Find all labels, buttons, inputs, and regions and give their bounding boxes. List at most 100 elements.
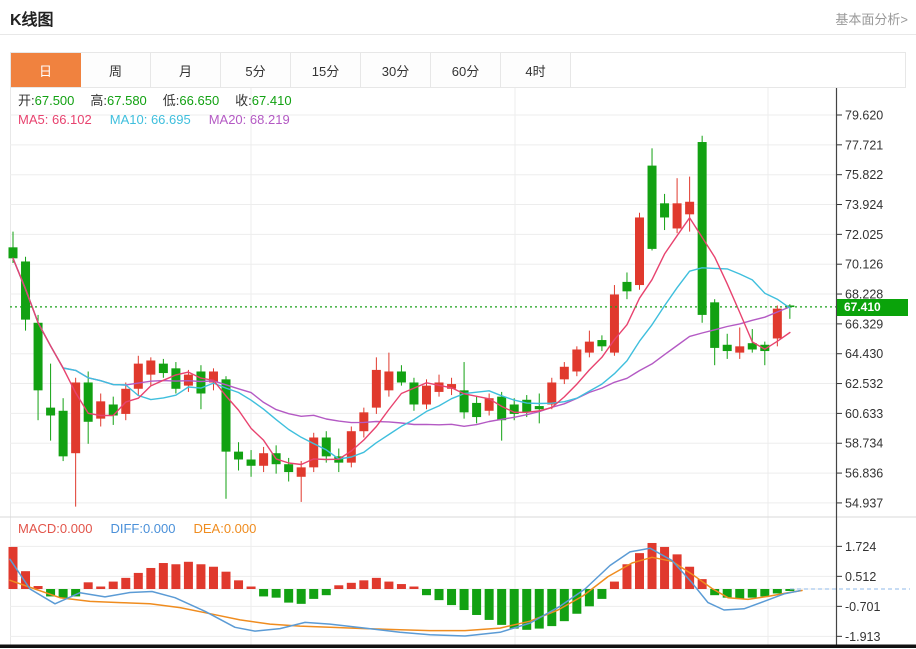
tab-15min[interactable]: 15分	[291, 53, 361, 87]
candle	[559, 366, 569, 380]
macd-bar	[609, 581, 619, 589]
period-tabbar: 日 周 月 5分 15分 30分 60分 4时	[10, 52, 906, 88]
macd-bar	[309, 589, 319, 599]
macd-bar	[421, 589, 431, 596]
macd-axis-label: -0.701	[845, 600, 880, 614]
candle	[635, 217, 644, 286]
candle	[434, 382, 444, 392]
macd-bar	[409, 586, 419, 589]
macd-readout: MACD:0.000 DIFF:0.000 DEA:0.000	[18, 521, 256, 536]
ma20-label: MA20:	[208, 112, 247, 127]
candle	[196, 371, 206, 394]
y-axis-label: 62.532	[845, 377, 883, 391]
macd-bar	[509, 589, 519, 629]
macd-bar	[234, 580, 244, 589]
candle	[371, 369, 381, 408]
candle	[421, 385, 431, 405]
ma5-line	[12, 217, 791, 466]
macd-bar	[559, 589, 569, 622]
y-axis-label: 68.228	[845, 288, 883, 302]
candle	[672, 203, 682, 229]
tab-daily[interactable]: 日	[11, 53, 81, 87]
diff-label: DIFF:	[110, 521, 143, 536]
tab-weekly[interactable]: 周	[81, 53, 151, 87]
ma-readout: MA5: 66.102 MA10: 66.695 MA20: 68.219	[18, 112, 290, 127]
candle	[234, 451, 244, 460]
ma20-value: 68.219	[249, 112, 290, 127]
macd-axis-label: -1.913	[845, 630, 880, 644]
macd-bar	[146, 567, 156, 589]
y-axis-label: 79.620	[845, 109, 883, 123]
high-value: 67.580	[107, 93, 147, 108]
y-axis-label: 77.721	[845, 138, 883, 152]
y-axis-label: 64.430	[845, 347, 883, 361]
macd-bar	[472, 589, 482, 615]
ma10-label: MA10:	[109, 112, 148, 127]
ma10-value: 66.695	[150, 112, 191, 127]
candle	[697, 142, 707, 315]
y-axis-label: 73.924	[845, 198, 883, 212]
macd-bar	[785, 589, 795, 591]
y-axis-label: 56.836	[845, 467, 883, 481]
candle	[146, 360, 156, 375]
candle	[133, 363, 143, 389]
macd-bar	[710, 589, 720, 596]
candle	[459, 390, 469, 413]
candle	[747, 343, 757, 350]
tab-5min[interactable]: 5分	[221, 53, 291, 87]
macd-bar	[183, 561, 193, 589]
macd-bar	[434, 589, 444, 601]
macd-bar	[196, 564, 206, 589]
macd-bar	[447, 589, 457, 606]
open-label: 开:	[18, 93, 35, 108]
macd-bar	[83, 582, 93, 589]
close-value: 67.410	[251, 93, 292, 108]
macd-bar	[760, 589, 770, 597]
macd-bar	[58, 589, 68, 598]
macd-bar	[158, 563, 168, 589]
macd-bar	[396, 584, 406, 589]
y-axis-label: 70.126	[845, 258, 883, 272]
macd-value: 0.000	[59, 521, 93, 536]
macd-label: MACD:	[18, 521, 60, 536]
candle	[584, 341, 594, 353]
macd-bar	[572, 589, 582, 614]
ohlc-readout: 开:67.500 高:67.580 低:66.650 收:67.410	[18, 90, 308, 109]
dea-label: DEA:	[193, 521, 224, 536]
candle	[760, 344, 770, 352]
macd-bar	[208, 566, 218, 589]
candle	[735, 346, 745, 353]
macd-bar	[321, 589, 331, 596]
ma5-value: 66.102	[51, 112, 92, 127]
tab-60min[interactable]: 60分	[431, 53, 501, 87]
macd-bar	[371, 577, 381, 589]
candle	[8, 247, 18, 259]
candle	[409, 382, 419, 405]
macd-bar	[722, 589, 732, 598]
candle	[660, 203, 670, 218]
tab-4hour[interactable]: 4时	[501, 53, 571, 87]
candle	[171, 368, 181, 389]
fundamental-analysis-link[interactable]: 基本面分析>	[835, 12, 908, 27]
candle	[296, 467, 306, 477]
macd-bar	[246, 586, 256, 589]
candle	[108, 404, 118, 416]
header-divider	[0, 34, 916, 35]
candle	[685, 201, 695, 215]
macd-bar	[697, 579, 707, 589]
candle	[622, 281, 632, 292]
tab-30min[interactable]: 30分	[361, 53, 431, 87]
candle	[447, 384, 457, 389]
candle	[259, 453, 269, 466]
candle	[384, 371, 394, 391]
ma10-line	[12, 257, 791, 460]
chart-bottom-bar	[0, 644, 916, 648]
candle	[547, 382, 557, 405]
macd-bar	[33, 586, 43, 589]
candle	[497, 396, 507, 421]
macd-bar	[346, 582, 356, 589]
macd-bar	[71, 589, 81, 597]
tab-monthly[interactable]: 月	[151, 53, 221, 87]
candle	[158, 363, 168, 374]
